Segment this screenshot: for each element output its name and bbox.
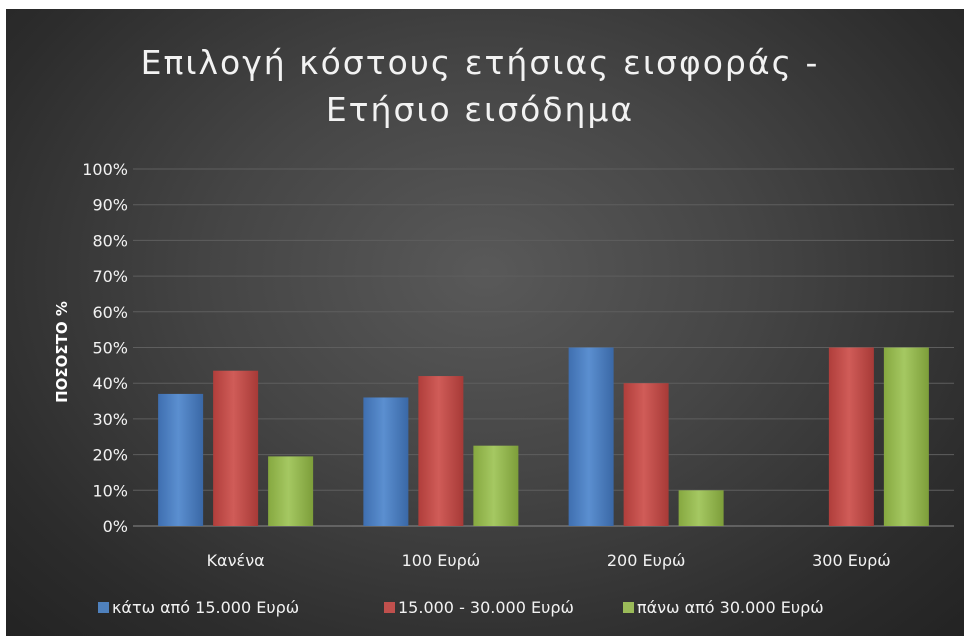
bar-2-2 [418, 376, 464, 526]
bar-3-1 [268, 456, 314, 526]
bar-1-1 [158, 393, 204, 526]
y-tick-label: 0% [103, 517, 128, 536]
y-tick-label: 90% [92, 196, 128, 215]
chart-title-line-1: Επιλογή κόστους ετήσιας εισφοράς - [141, 43, 820, 82]
legend: κάτω από 15.000 Ευρώ 15.000 - 30.000 Ευρώ… [98, 598, 824, 617]
legend-swatch-2 [384, 602, 395, 613]
x-category-label: 200 Ευρώ [607, 551, 686, 570]
x-axis-categories: Κανένα 100 Ευρώ 200 Ευρώ 300 Ευρώ [207, 551, 891, 570]
legend-label-3: πάνω από 30.000 Ευρώ [637, 598, 824, 617]
x-category-label: Κανένα [207, 551, 265, 570]
chart-title-line-2: Ετήσιο εισόδημα [326, 90, 634, 129]
chart-frame: Επιλογή κόστους ετήσιας εισφοράς - Ετήσι… [6, 9, 964, 636]
legend-label-1: κάτω από 15.000 Ευρώ [112, 598, 299, 617]
y-tick-label: 30% [92, 410, 128, 429]
y-tick-label: 60% [92, 303, 128, 322]
bar-3-2 [473, 445, 519, 526]
bar-chart: Επιλογή κόστους ετήσιας εισφοράς - Ετήσι… [53, 43, 954, 617]
legend-swatch-1 [98, 602, 109, 613]
y-tick-label: 100% [82, 160, 128, 179]
y-axis-ticks: 0% 10% 20% 30% 40% 50% 60% 70% 80% 90% 100% [82, 160, 128, 536]
y-tick-label: 10% [92, 481, 128, 500]
legend-swatch-3 [623, 602, 634, 613]
x-category-label: 100 Ευρώ [402, 551, 481, 570]
y-axis-label: ΠΟΣΟΣΤΟ % [53, 301, 71, 403]
bar-2-4 [828, 347, 874, 526]
y-tick-label: 40% [92, 374, 128, 393]
bar-3-4 [883, 347, 929, 526]
y-tick-label: 20% [92, 446, 128, 465]
bar-1-2 [363, 397, 409, 526]
bar-3-3 [678, 490, 724, 526]
x-category-label: 300 Ευρώ [812, 551, 891, 570]
y-tick-label: 50% [92, 339, 128, 358]
legend-label-2: 15.000 - 30.000 Ευρώ [398, 598, 574, 617]
bar-2-3 [623, 383, 669, 526]
y-tick-label: 70% [92, 267, 128, 286]
bar-2-1 [213, 370, 259, 526]
bars [158, 347, 929, 526]
y-tick-label: 80% [92, 231, 128, 250]
bar-1-3 [568, 347, 614, 526]
